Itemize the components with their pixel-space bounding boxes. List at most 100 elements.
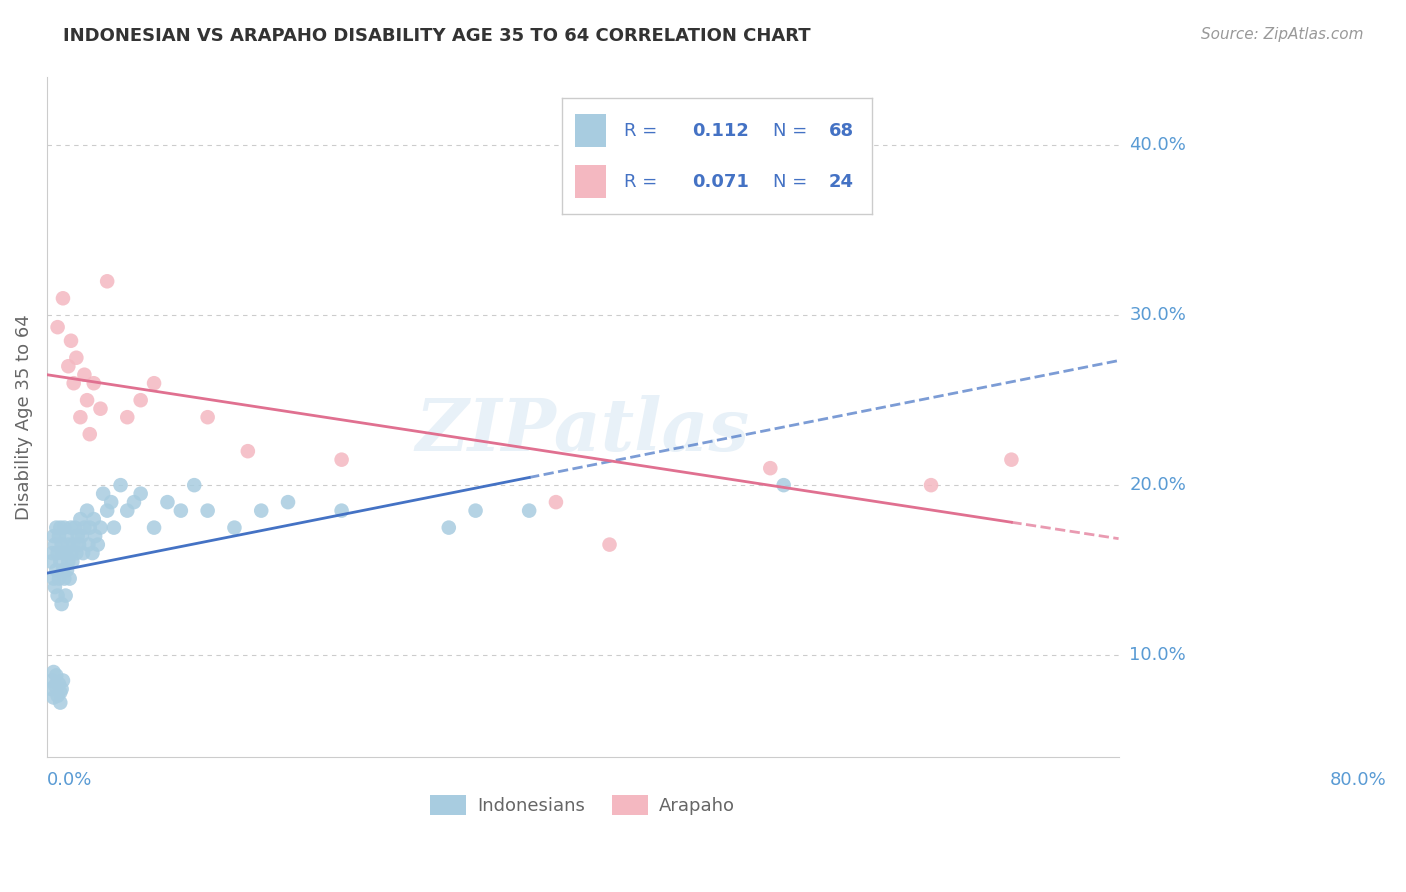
Point	[44, 679, 66, 693]
Point	[59, 521, 82, 535]
Point	[41, 546, 63, 560]
Point	[236, 444, 259, 458]
Point	[73, 368, 96, 382]
Text: INDONESIAN VS ARAPAHO DISABILITY AGE 35 TO 64 CORRELATION CHART: INDONESIAN VS ARAPAHO DISABILITY AGE 35 …	[63, 27, 811, 45]
Point	[129, 393, 152, 408]
Point	[52, 563, 75, 577]
Point	[69, 410, 91, 425]
Point	[53, 572, 76, 586]
Point	[51, 681, 73, 696]
Y-axis label: Disability Age 35 to 64: Disability Age 35 to 64	[15, 314, 32, 520]
Point	[110, 478, 132, 492]
Point	[84, 529, 107, 543]
Text: R =: R =	[624, 173, 658, 191]
Point	[79, 521, 101, 535]
Point	[52, 546, 75, 560]
Point	[45, 668, 67, 682]
Point	[96, 274, 118, 288]
Point	[67, 538, 90, 552]
Point	[51, 538, 73, 552]
Point	[89, 401, 111, 416]
Point	[39, 555, 62, 569]
Point	[517, 503, 540, 517]
Point	[42, 665, 65, 679]
Point	[60, 555, 83, 569]
Point	[65, 351, 87, 365]
Legend: Indonesians, Arapaho: Indonesians, Arapaho	[423, 788, 742, 822]
Text: 20.0%: 20.0%	[1129, 476, 1187, 494]
Text: 0.0%: 0.0%	[46, 771, 93, 789]
Point	[42, 529, 65, 543]
Point	[83, 512, 105, 526]
Point	[73, 521, 96, 535]
Point	[58, 555, 80, 569]
Point	[103, 521, 125, 535]
Point	[464, 503, 486, 517]
Text: 80.0%: 80.0%	[1330, 771, 1386, 789]
Point	[62, 376, 84, 391]
Point	[48, 572, 70, 586]
Point	[52, 673, 75, 688]
Point	[544, 495, 567, 509]
Point	[49, 555, 72, 569]
Point	[83, 376, 105, 391]
Point	[76, 393, 98, 408]
Point	[330, 503, 353, 517]
Point	[66, 529, 89, 543]
Point	[42, 690, 65, 705]
Text: N =: N =	[773, 121, 807, 139]
Point	[82, 546, 104, 560]
Point	[143, 376, 166, 391]
Point	[122, 495, 145, 509]
Point	[143, 521, 166, 535]
Point	[89, 521, 111, 535]
Point	[437, 521, 460, 535]
Point	[49, 696, 72, 710]
Point	[59, 572, 82, 586]
Text: 30.0%: 30.0%	[1129, 306, 1187, 325]
Point	[156, 495, 179, 509]
Point	[39, 681, 62, 696]
Point	[100, 495, 122, 509]
Point	[599, 538, 621, 552]
Point	[65, 546, 87, 560]
Point	[1000, 452, 1022, 467]
Point	[772, 478, 794, 492]
Text: 40.0%: 40.0%	[1129, 136, 1187, 154]
Point	[48, 677, 70, 691]
Point	[170, 503, 193, 517]
Point	[44, 538, 66, 552]
Point	[45, 563, 67, 577]
Point	[42, 572, 65, 586]
Point	[44, 580, 66, 594]
Point	[59, 334, 82, 348]
Point	[46, 546, 69, 560]
Bar	[575, 114, 606, 147]
Point	[72, 546, 94, 560]
Point	[55, 546, 77, 560]
Point	[46, 689, 69, 703]
Point	[76, 503, 98, 517]
Point	[920, 478, 942, 492]
Point	[45, 521, 67, 535]
Point	[62, 538, 84, 552]
Point	[46, 589, 69, 603]
Point	[46, 320, 69, 334]
Point	[59, 546, 82, 560]
Point	[197, 503, 219, 517]
Text: 68: 68	[828, 121, 853, 139]
Point	[129, 486, 152, 500]
Point	[51, 597, 73, 611]
Point	[63, 521, 86, 535]
Point	[41, 673, 63, 688]
Point	[77, 538, 100, 552]
Point	[48, 529, 70, 543]
Text: ZIPatlas: ZIPatlas	[416, 395, 749, 467]
Point	[49, 685, 72, 699]
Point	[759, 461, 782, 475]
Text: 10.0%: 10.0%	[1129, 646, 1187, 664]
Point	[250, 503, 273, 517]
Point	[79, 427, 101, 442]
Text: 0.112: 0.112	[692, 121, 749, 139]
Point	[117, 503, 139, 517]
